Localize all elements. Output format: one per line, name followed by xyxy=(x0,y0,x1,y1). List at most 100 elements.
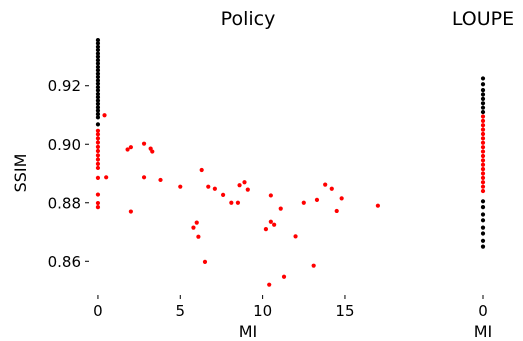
loupe-data-point xyxy=(480,76,486,81)
loupe-data-point xyxy=(480,238,486,243)
loupe-data-point xyxy=(480,101,486,106)
policy-data-point xyxy=(158,177,163,183)
loupe-title: LOUPE xyxy=(452,8,514,30)
policy-data-point xyxy=(95,61,101,66)
policy-data-point xyxy=(95,68,101,73)
policy-data-point xyxy=(95,128,101,133)
policy-data-point xyxy=(95,95,101,100)
loupe-data-point xyxy=(480,205,486,210)
policy-data-point xyxy=(196,234,201,239)
policy-data-point xyxy=(95,148,101,154)
loupe-data-point xyxy=(480,127,486,132)
policy-data-point xyxy=(95,88,101,93)
policy-data-point xyxy=(95,71,101,76)
policy-data-point xyxy=(95,41,101,46)
policy-data-point xyxy=(95,105,101,110)
policy-data-point xyxy=(191,225,196,230)
policy-data-point xyxy=(242,180,247,185)
policy-data-point xyxy=(95,91,101,97)
policy-data-point xyxy=(150,149,155,154)
policy-data-point xyxy=(95,165,101,171)
policy-points xyxy=(95,37,380,287)
policy-data-point xyxy=(235,200,241,205)
loupe-data-point xyxy=(480,175,486,180)
policy-data-point xyxy=(95,81,101,86)
policy-data-point xyxy=(178,184,183,189)
loupe-points xyxy=(480,76,486,249)
policy-data-point xyxy=(128,209,133,214)
policy-data-point xyxy=(339,196,344,201)
policy-data-point xyxy=(95,47,101,53)
policy-y-ticks: 0.86 0.88 0.90 0.92 xyxy=(48,77,89,271)
policy-data-point xyxy=(237,183,242,188)
policy-data-point xyxy=(229,200,234,205)
policy-data-point xyxy=(212,186,217,191)
loupe-data-point xyxy=(480,180,486,185)
loupe-data-point xyxy=(480,167,486,172)
policy-data-point xyxy=(95,192,101,197)
policy-data-point xyxy=(95,101,101,106)
policy-data-point xyxy=(334,208,339,214)
policy-x-tick-label: 0 xyxy=(93,302,103,320)
loupe-data-point xyxy=(480,88,486,93)
policy-data-point xyxy=(95,132,101,137)
policy-x-axis-label: MI xyxy=(239,322,258,341)
policy-data-point xyxy=(95,74,101,80)
loupe-data-point xyxy=(480,171,486,176)
policy-x-ticks: 0 5 10 15 xyxy=(93,295,355,320)
policy-data-point xyxy=(95,115,101,120)
loupe-data-point xyxy=(480,244,486,249)
policy-title: Policy xyxy=(221,8,276,30)
policy-data-point xyxy=(268,219,273,224)
policy-data-point xyxy=(301,200,306,205)
policy-y-axis-label: SSIM xyxy=(11,154,30,193)
policy-data-point xyxy=(125,147,130,152)
policy-data-point xyxy=(202,259,208,264)
policy-data-point xyxy=(95,175,101,180)
policy-data-point xyxy=(281,274,287,279)
policy-data-point xyxy=(95,144,101,149)
policy-data-point xyxy=(329,186,334,191)
loupe-data-point xyxy=(480,225,486,230)
policy-data-point xyxy=(95,98,101,103)
policy-data-point xyxy=(245,187,250,192)
policy-data-point xyxy=(323,182,328,187)
policy-data-point xyxy=(293,234,298,239)
policy-data-point xyxy=(375,203,380,208)
policy-data-point xyxy=(95,112,101,117)
loupe-data-point xyxy=(480,218,486,223)
policy-y-tick-label: 0.92 xyxy=(48,77,81,95)
loupe-panel: LOUPE MI 0 xyxy=(452,8,514,341)
policy-data-point xyxy=(95,37,101,43)
policy-x-tick-label: 5 xyxy=(176,302,186,320)
policy-data-point xyxy=(95,51,101,56)
policy-data-point xyxy=(95,136,101,141)
policy-data-point xyxy=(206,184,211,189)
loupe-data-point xyxy=(480,158,486,163)
loupe-data-point xyxy=(480,162,486,167)
loupe-data-point xyxy=(480,136,486,141)
policy-data-point xyxy=(95,153,101,158)
policy-data-point xyxy=(141,141,147,146)
policy-data-point xyxy=(272,222,277,227)
policy-data-point xyxy=(95,161,101,166)
loupe-data-point xyxy=(480,140,486,145)
policy-data-point xyxy=(95,122,101,127)
policy-data-point xyxy=(95,205,101,210)
policy-y-tick-label: 0.90 xyxy=(48,136,81,154)
loupe-data-point xyxy=(480,188,486,194)
policy-data-point xyxy=(141,175,147,180)
policy-panel: Policy SSIM MI 0.86 0.88 0.90 0.92 0 5 10 15 xyxy=(11,8,380,341)
policy-data-point xyxy=(95,44,101,49)
policy-data-point xyxy=(95,58,101,63)
loupe-data-point xyxy=(480,96,486,102)
policy-data-point xyxy=(128,145,133,150)
policy-data-point xyxy=(95,140,101,145)
policy-data-point xyxy=(194,220,199,225)
loupe-data-point xyxy=(480,123,486,128)
loupe-data-point xyxy=(480,118,486,123)
policy-data-point xyxy=(267,282,272,287)
policy-data-point xyxy=(95,64,101,70)
loupe-data-point xyxy=(480,145,486,150)
